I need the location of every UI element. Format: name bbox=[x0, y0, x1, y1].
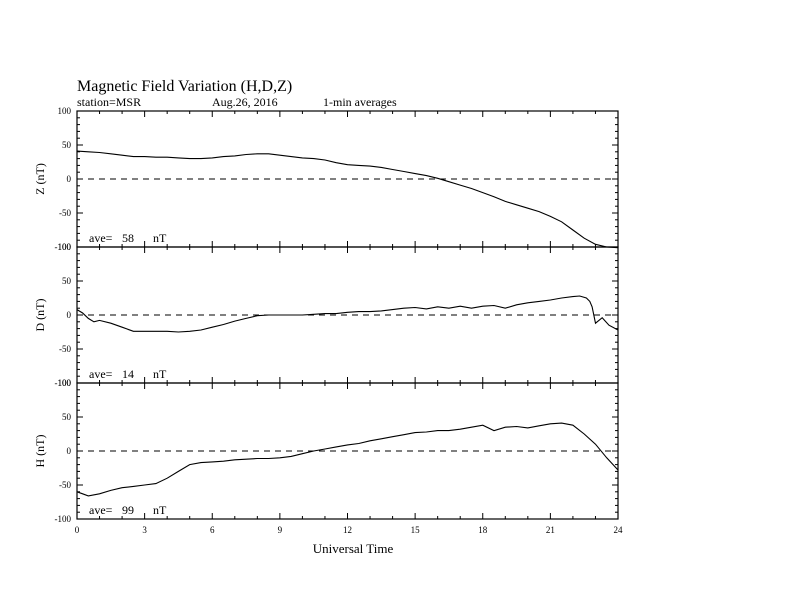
ave-unit: nT bbox=[153, 367, 167, 381]
ave-unit: nT bbox=[153, 231, 167, 245]
ave-value: 14 bbox=[122, 367, 134, 381]
y-tick-label: 100 bbox=[58, 378, 72, 388]
x-tick-label: 24 bbox=[614, 525, 624, 535]
panel-d: -100 -50 0 50 100 D (nT) ave= 14 nT bbox=[33, 242, 619, 388]
x-tick-label: 18 bbox=[478, 525, 488, 535]
x-tick-label: 9 bbox=[278, 525, 283, 535]
x-tick-label: 3 bbox=[142, 525, 147, 535]
ave-label: ave= bbox=[89, 367, 113, 381]
ave-value: 99 bbox=[122, 503, 134, 517]
y-tick-label: 100 bbox=[58, 242, 72, 252]
y-tick-label: -50 bbox=[59, 480, 71, 490]
y-tick-label: 0 bbox=[67, 174, 72, 184]
x-tick-label: 0 bbox=[75, 525, 80, 535]
y-tick-label: 50 bbox=[62, 412, 72, 422]
averaging-label: 1-min averages bbox=[323, 95, 397, 109]
x-tick-label: 6 bbox=[210, 525, 215, 535]
y-tick-label: -100 bbox=[55, 378, 72, 388]
series-line-z bbox=[76, 150, 619, 249]
x-axis: 0 3 6 9 12 15 18 21 24 bbox=[75, 525, 623, 535]
panel-z: -100 -50 0 50 100 Z (nT) ave= 58 nT bbox=[33, 106, 619, 252]
y-axis-label-h: H (nT) bbox=[33, 435, 47, 468]
station-label: station=MSR bbox=[77, 95, 141, 109]
panels-group: -100 -50 0 50 100 Z (nT) ave= 58 nT -100 -50 0 50 100… bbox=[33, 106, 619, 524]
ave-label: ave= bbox=[89, 231, 113, 245]
y-axis-label-z: Z (nT) bbox=[33, 163, 47, 195]
date-label: Aug.26, 2016 bbox=[212, 95, 278, 109]
y-tick-label: 50 bbox=[62, 276, 72, 286]
ave-label: ave= bbox=[89, 503, 113, 517]
y-tick-label: -50 bbox=[59, 208, 71, 218]
x-tick-label: 12 bbox=[343, 525, 352, 535]
x-axis-label: Universal Time bbox=[313, 541, 394, 556]
x-tick-label: 21 bbox=[546, 525, 555, 535]
y-tick-label: 50 bbox=[62, 140, 72, 150]
x-tick-label: 15 bbox=[411, 525, 421, 535]
y-tick-label: -100 bbox=[55, 242, 72, 252]
series-line-d bbox=[76, 295, 619, 333]
series-line-h bbox=[76, 422, 619, 497]
ave-value: 58 bbox=[122, 231, 134, 245]
y-tick-label: 0 bbox=[67, 310, 72, 320]
y-tick-label: -50 bbox=[59, 344, 71, 354]
panel-h: -100 -50 0 50 100 H (nT) ave= 99 nT bbox=[33, 378, 619, 524]
chart-title: Magnetic Field Variation (H,D,Z) bbox=[77, 78, 292, 95]
y-tick-label: -100 bbox=[55, 514, 72, 524]
y-axis-label-d: D (nT) bbox=[33, 299, 47, 332]
y-tick-label: 0 bbox=[67, 446, 72, 456]
y-tick-label: 100 bbox=[58, 106, 72, 116]
ave-unit: nT bbox=[153, 503, 167, 517]
